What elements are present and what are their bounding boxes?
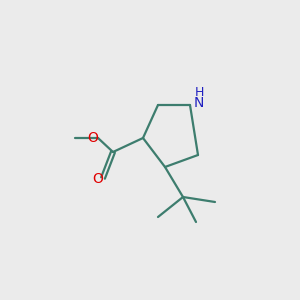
- Text: O: O: [88, 131, 98, 145]
- Text: H: H: [194, 85, 204, 98]
- Text: N: N: [194, 96, 204, 110]
- Text: O: O: [93, 172, 104, 186]
